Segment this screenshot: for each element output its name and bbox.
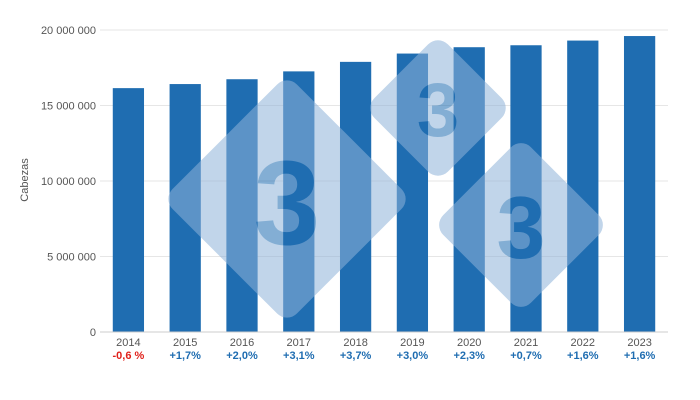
x-tick-label: 2015 (173, 337, 197, 349)
change-label: +1,7% (169, 350, 201, 362)
x-tick-label: 2022 (571, 337, 595, 349)
change-label: +1,6% (567, 350, 599, 362)
y-tick-label: 15 000 000 (41, 101, 96, 113)
y-tick-label: 0 (90, 327, 96, 339)
bar-2014 (112, 88, 145, 332)
watermark-glyph-right: 3 (497, 178, 546, 277)
change-label: -0,6 % (113, 350, 145, 362)
bar-2023 (623, 36, 656, 332)
watermark-diamond-large (168, 80, 406, 318)
change-label: +1,6% (624, 350, 656, 362)
x-tick-label: 2023 (627, 337, 651, 349)
y-tick-label: 10 000 000 (41, 176, 96, 188)
watermark-glyph-top: 3 (417, 68, 459, 153)
x-tick-label: 2014 (116, 337, 140, 349)
change-label: +3,0% (397, 350, 429, 362)
watermark-diamond-right (439, 143, 603, 307)
x-tick-label: 2021 (514, 337, 538, 349)
x-tick-label: 2017 (287, 337, 311, 349)
watermark-diamond-top (370, 40, 506, 176)
bar-2022 (567, 40, 599, 332)
change-label: +0,7% (510, 350, 542, 362)
change-label: +3,7% (340, 350, 372, 362)
x-tick-label: 2019 (400, 337, 424, 349)
y-tick-label: 5 000 000 (47, 252, 96, 264)
x-tick-label: 2018 (343, 337, 367, 349)
change-labels: -0,6 % +1,7% +2,0% +3,1% +3,7% +3,0% +2,3% +0,7… (113, 350, 656, 362)
logo-watermark-icon: 333 (168, 40, 603, 318)
watermark-glyph-large: 3 (254, 136, 321, 270)
y-axis-ticks: 0 5 000 000 10 000 000 15 000 000 20 000 000 (41, 25, 96, 339)
y-tick-label: 20 000 000 (41, 25, 96, 37)
x-tick-label: 2020 (457, 337, 481, 349)
x-axis-labels: 2014 2015 2016 2017 2018 2019 2020 2021 2022 2023 (116, 337, 652, 349)
x-tick-label: 2016 (230, 337, 254, 349)
change-label: +2,0% (226, 350, 258, 362)
change-label: +2,3% (453, 350, 485, 362)
y-axis-label: Cabezas (19, 158, 31, 202)
change-label: +3,1% (283, 350, 315, 362)
